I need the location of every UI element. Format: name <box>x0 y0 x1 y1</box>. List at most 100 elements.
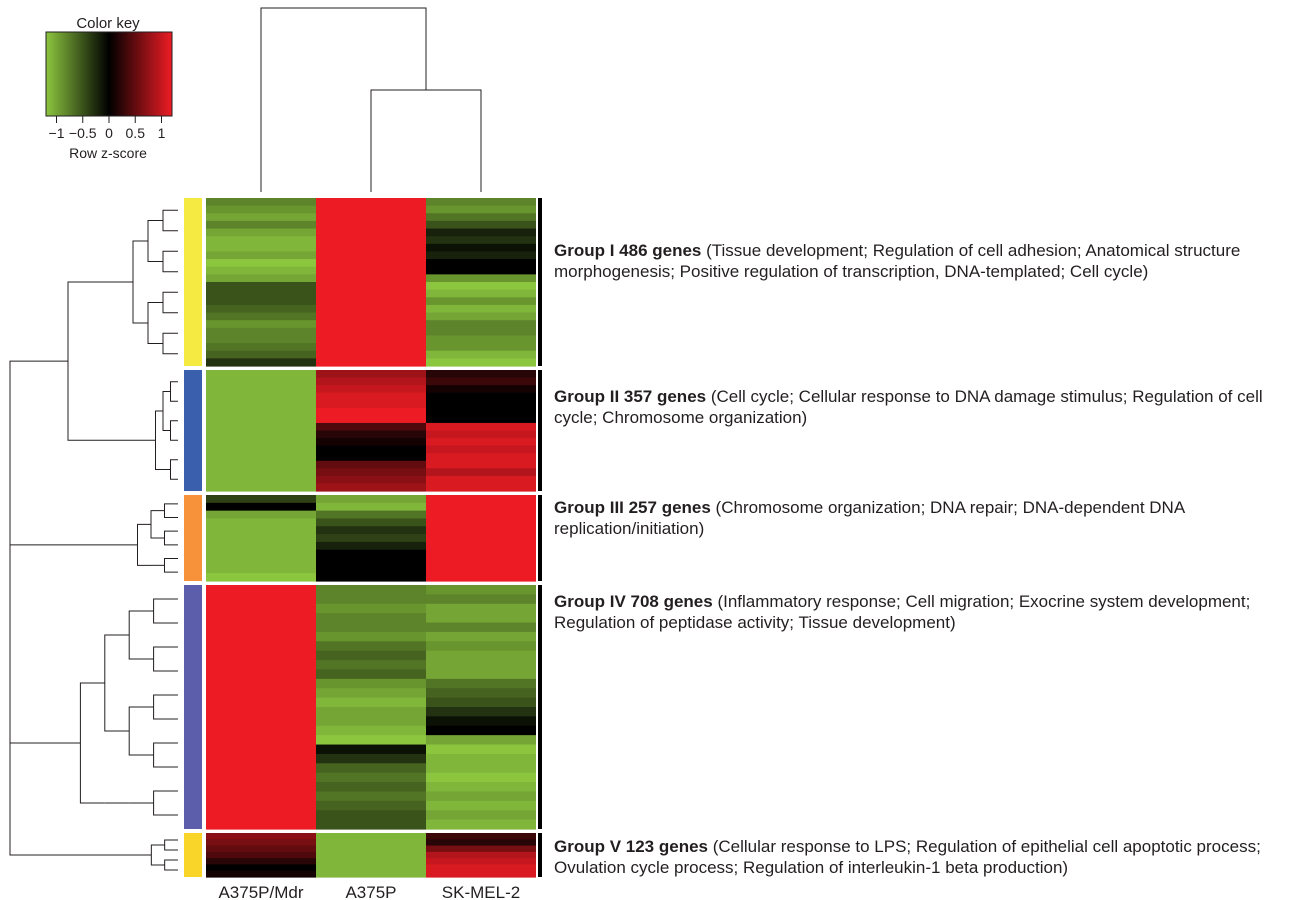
heatmap-cell <box>206 266 316 275</box>
heatmap-cell <box>316 753 426 764</box>
heatmap-cell <box>316 502 426 512</box>
heatmap-cell <box>426 205 536 214</box>
heatmap-cell <box>206 697 316 708</box>
column-label: A375P <box>345 883 396 900</box>
row-dendrogram-branch <box>150 510 165 539</box>
heatmap-cell <box>206 274 316 283</box>
color-key-bar <box>45 31 173 117</box>
heatmap-cell <box>426 320 536 329</box>
color-key-title: Color key <box>76 15 140 32</box>
heatmap-cell <box>426 870 536 878</box>
heatmap-cell <box>426 864 536 872</box>
row-dendrogram-branch <box>128 610 154 660</box>
heatmap-cell <box>206 534 316 543</box>
heatmap-cell <box>316 669 426 680</box>
heatmap-cell <box>316 358 426 367</box>
heatmap-cell <box>316 400 426 409</box>
heatmap-cell <box>316 622 426 633</box>
heatmap-cell <box>206 438 316 447</box>
heatmap-cell <box>206 510 316 520</box>
heatmap-cell <box>316 445 426 454</box>
heatmap-cell <box>316 320 426 329</box>
heatmap-cell <box>316 870 426 878</box>
heatmap-cell <box>426 534 536 543</box>
heatmap-cell <box>426 243 536 253</box>
heatmap-cell <box>426 851 536 859</box>
row-dendrogram-branch <box>128 706 154 756</box>
heatmap-cell <box>206 870 316 878</box>
row-dendrogram-branch <box>164 503 178 518</box>
heatmap-cell <box>316 415 426 424</box>
heatmap-cell <box>426 791 536 802</box>
heatmap-cell <box>426 725 536 736</box>
heatmap-cell <box>206 678 316 689</box>
heatmap-cell <box>206 735 316 746</box>
heatmap-cell <box>426 407 536 416</box>
group-description: (Cell cycle; Cellular response to DNA da… <box>554 387 1263 427</box>
heatmap-cell <box>426 343 536 352</box>
heatmap-cell <box>316 407 426 416</box>
heatmap-cell <box>206 518 316 527</box>
heatmap-cell <box>426 385 536 394</box>
row-dendrogram-join <box>9 360 138 546</box>
heatmap-cell <box>316 438 426 447</box>
heatmap-cell <box>316 541 426 551</box>
heatmap-cell <box>316 243 426 253</box>
heatmap-cell <box>206 565 316 574</box>
heatmap-cell <box>426 541 536 551</box>
heatmap-cell <box>316 460 426 469</box>
heatmap-cell <box>206 716 316 727</box>
group-color-bar <box>184 585 202 829</box>
heatmap-cell <box>316 631 426 642</box>
column-label: A375P/Mdr <box>218 883 303 900</box>
heatmap-cell <box>316 716 426 727</box>
heatmap-cell <box>206 603 316 614</box>
heatmap-cell <box>206 297 316 306</box>
row-dendrogram-branch <box>153 598 178 624</box>
row-dendrogram-branch <box>162 250 178 273</box>
heatmap-cell <box>206 613 316 624</box>
heatmap-cell <box>426 259 536 268</box>
row-dendrogram-branch <box>162 332 178 355</box>
heatmap-cell <box>206 343 316 352</box>
heatmap-cell <box>426 858 536 866</box>
heatmap-cell <box>206 585 316 595</box>
heatmap-cell <box>426 475 536 485</box>
heatmap-cell <box>206 282 316 291</box>
heatmap-cell <box>426 631 536 642</box>
heatmap-cell <box>206 350 316 359</box>
heatmap-cell <box>206 483 316 492</box>
heatmap-cell <box>206 335 316 344</box>
heatmap-cell <box>206 377 316 386</box>
heatmap-cell <box>206 864 316 872</box>
heatmap-cell <box>426 358 536 367</box>
heatmap-cell <box>206 573 316 582</box>
color-key-tick-label: −0.5 <box>69 125 97 141</box>
heatmap-cell <box>426 549 536 559</box>
heatmap-cell <box>316 213 426 222</box>
group-title: Group III 257 genes <box>554 498 711 517</box>
heatmap-cell <box>316 198 426 207</box>
color-key-tick-label: 1 <box>158 125 166 141</box>
heatmap-cell <box>206 220 316 230</box>
heatmap-cell <box>206 400 316 409</box>
heatmap-cell <box>206 475 316 485</box>
heatmap-cell <box>426 573 536 582</box>
heatmap-cell <box>206 839 316 847</box>
heatmap-cell <box>426 707 536 717</box>
heatmap-cell <box>206 753 316 764</box>
heatmap-cell <box>206 851 316 859</box>
row-dendrogram-branch <box>164 530 178 546</box>
heatmap-cell <box>316 725 426 736</box>
heatmap-cell <box>426 251 536 260</box>
heatmap-cell <box>206 845 316 853</box>
heatmap-cell <box>206 243 316 253</box>
heatmap-cell <box>206 650 316 661</box>
heatmap-cell <box>206 407 316 416</box>
heatmap-cell <box>316 377 426 386</box>
heatmap-cell <box>316 557 426 566</box>
row-dendrogram-branch <box>79 682 105 804</box>
heatmap-cell <box>316 526 426 535</box>
heatmap-cell <box>316 845 426 853</box>
